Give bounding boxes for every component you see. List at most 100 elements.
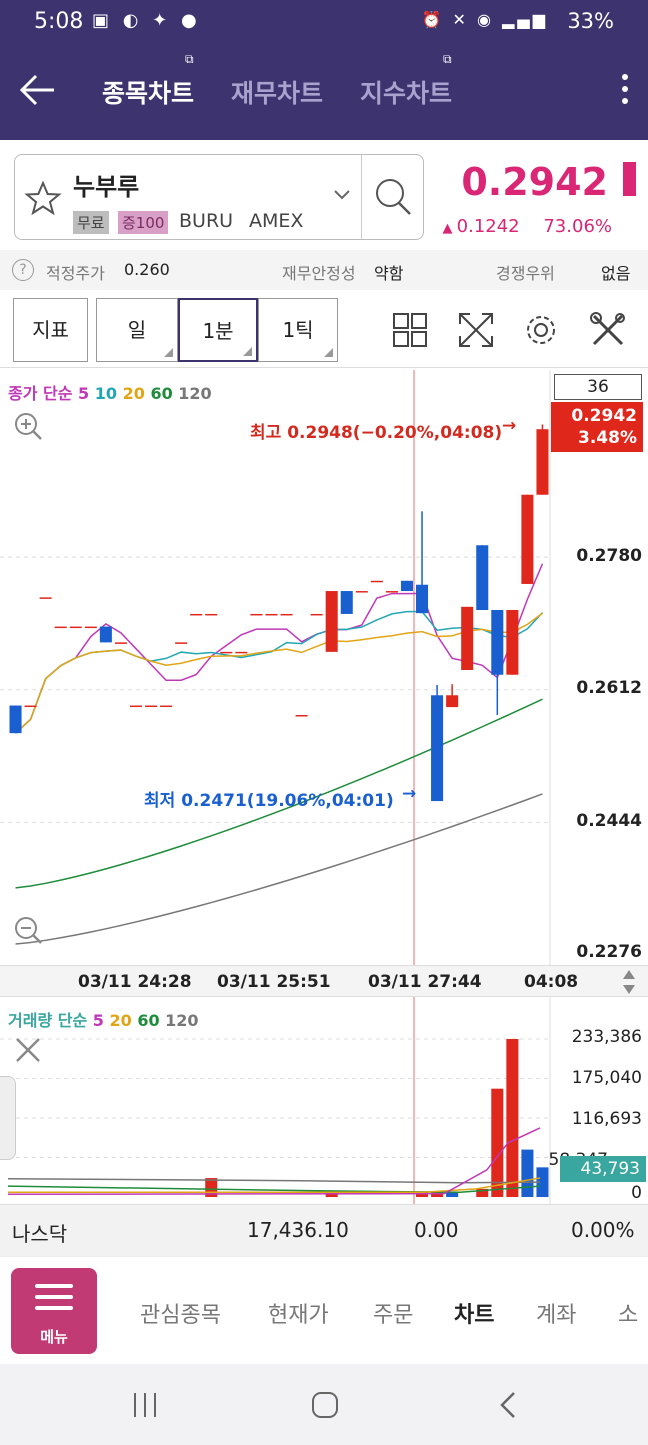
candle-count-box[interactable]: 36 (554, 374, 642, 400)
up-triangle-icon: ▲ (442, 221, 457, 236)
volume-bar (536, 1167, 549, 1197)
time-axis-label: 03/11 27:44 (368, 972, 482, 992)
notification-icons: ▣ ◐ ✦ ● (92, 10, 201, 31)
interval-1min-button[interactable]: 1분 (178, 298, 258, 362)
menu-label: 메뉴 (40, 1328, 68, 1346)
grid-layout-icon[interactable] (390, 310, 430, 350)
nav-more[interactable]: 소 (618, 1303, 639, 1328)
nav-quote[interactable]: 현재가 (268, 1303, 329, 1328)
low-price-annotation: 최저 0.2471(19.06%,04:01) (144, 791, 394, 811)
search-icon (376, 179, 411, 215)
ma5-label: 5 (78, 384, 90, 403)
price-axis-label: 0.2780 (576, 546, 642, 566)
tab-badge-icon: ⧉ (185, 52, 194, 66)
vma60-label: 60 (137, 1011, 160, 1030)
price-ma-legend: 종가 단순 5 10 20 60 120 (8, 380, 212, 404)
tools-icon[interactable] (588, 310, 628, 350)
index-change: 0.00 (414, 1218, 459, 1242)
favorite-star-icon[interactable] (23, 179, 63, 219)
vma5-line (7, 1127, 541, 1196)
tab-badge-icon: ⧉ (443, 52, 452, 66)
nav-chart[interactable]: 차트 (454, 1303, 495, 1328)
ma60-label: 60 (150, 384, 173, 403)
nav-order[interactable]: 주문 (373, 1303, 414, 1328)
free-tag: 무료 (73, 211, 109, 234)
candle-body (280, 613, 293, 616)
app-header: 5:08 ▣ ◐ ✦ ● ⏰ ✕ ◉ ▂▄▆ 33% 종목차트 ⧉ 재무차트 지… (0, 0, 648, 140)
volume-bar (446, 1192, 459, 1197)
more-menu-icon[interactable] (618, 70, 632, 110)
tab-financial-chart[interactable]: 재무차트 (231, 79, 324, 108)
back-arrow-icon[interactable] (18, 70, 58, 110)
high-arrow-icon: → (502, 416, 517, 436)
volume-axis-label: 233,386 (571, 1027, 642, 1047)
indicator-button[interactable]: 지표 (13, 298, 88, 362)
tab-stock-chart[interactable]: 종목차트 (102, 79, 195, 108)
recent-apps-icon[interactable] (130, 1390, 160, 1420)
candle-body (446, 695, 459, 708)
home-icon[interactable] (310, 1390, 340, 1420)
valuation-info-row: ? 적정주가 0.260 재무안정성 약함 경쟁우위 없음 (0, 250, 648, 290)
bottom-nav: 메뉴 관심종목 현재가 주문 차트 계좌 소 (0, 1256, 648, 1364)
period-day-button[interactable]: 일 (96, 298, 178, 362)
side-drawer-handle[interactable] (0, 1076, 16, 1160)
current-price: 0.2942 (461, 160, 608, 204)
stock-name: 누부루 (73, 173, 140, 201)
last-price-value: 0.2942 (571, 406, 637, 426)
zoom-in-icon[interactable] (12, 410, 44, 442)
candle-body (461, 606, 474, 670)
volume-bar (416, 1192, 429, 1197)
stock-selector[interactable]: 누부루 무료 증100 BURU AMEX (14, 154, 424, 240)
candle-body (385, 591, 398, 593)
time-axis[interactable]: 03/11 24:28 03/11 25:51 03/11 27:44 04:0… (0, 965, 648, 997)
interval-1tick-button[interactable]: 1틱 (258, 298, 338, 362)
nav-account[interactable]: 계좌 (536, 1303, 577, 1328)
volume-bar (521, 1149, 534, 1197)
candle-body (506, 610, 519, 675)
candle-body (9, 705, 22, 734)
zoom-out-icon[interactable] (12, 914, 44, 946)
resize-handle-icon[interactable] (622, 968, 636, 996)
system-nav-bar (0, 1364, 648, 1445)
volume-bar (491, 1088, 504, 1197)
tab-index-chart[interactable]: 지수차트 (360, 79, 453, 108)
candle-body (295, 715, 308, 717)
candle-body (416, 584, 429, 614)
hamburger-icon (35, 1284, 73, 1317)
interval-1min-label: 1분 (202, 319, 234, 343)
candle-body (114, 642, 127, 644)
price-ma-prefix: 종가 단순 (8, 384, 73, 403)
volume-axis-label: 0 (631, 1183, 642, 1203)
volume-axis-label: 175,040 (571, 1068, 642, 1088)
change-amount: 0.1242 (456, 216, 520, 237)
search-button[interactable] (361, 155, 423, 239)
fullscreen-icon[interactable] (456, 310, 496, 350)
volume-ma-legend: 거래량 단순 5 20 60 120 (8, 1007, 199, 1031)
candle-body (129, 705, 142, 708)
stability-label: 재무안정성 (282, 264, 356, 283)
volume-chart[interactable] (0, 997, 648, 1204)
index-value: 17,436.10 (247, 1218, 349, 1242)
candle-body (175, 642, 188, 644)
price-chart[interactable] (0, 370, 648, 965)
time-axis-label: 03/11 25:51 (217, 972, 331, 992)
close-volume-icon[interactable] (10, 1032, 46, 1068)
volume-bar (476, 1188, 489, 1197)
candle-body (190, 613, 203, 616)
index-name: 나스닥 (12, 1222, 68, 1246)
back-nav-icon[interactable] (494, 1390, 524, 1420)
battery-level: 33% (567, 9, 614, 33)
ma5-line (15, 563, 544, 734)
chevron-down-icon[interactable] (333, 189, 351, 201)
ma20-line (15, 612, 543, 734)
period-day-label: 일 (127, 318, 147, 342)
nav-watchlist[interactable]: 관심종목 (140, 1303, 221, 1328)
settings-gear-icon[interactable] (521, 310, 561, 350)
candle-body (160, 705, 173, 708)
help-icon[interactable]: ? (12, 259, 34, 281)
candle-body (220, 651, 233, 654)
price-axis-label: 0.2444 (576, 811, 642, 831)
menu-button[interactable]: 메뉴 (11, 1268, 97, 1354)
market-index-row[interactable]: 나스닥 17,436.10 0.00 0.00% (0, 1204, 648, 1256)
